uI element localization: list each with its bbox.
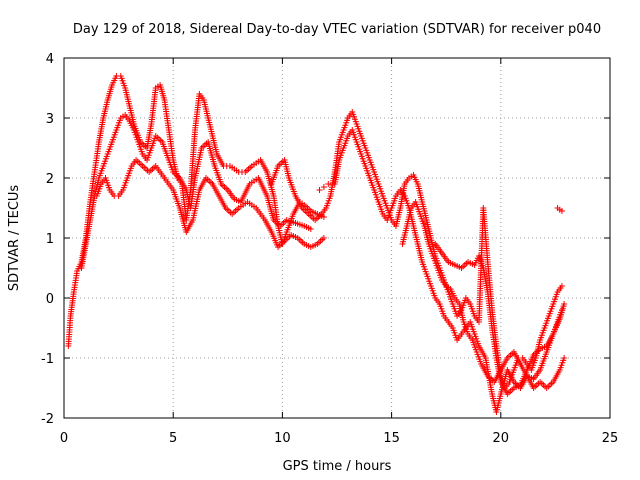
data-points: [65, 73, 568, 415]
series-track-b: [78, 112, 314, 271]
y-axis-label: SDTVAR / TECUs: [7, 185, 22, 292]
x-tick-label: 20: [493, 431, 510, 446]
y-tick-label: -2: [41, 412, 54, 427]
x-tick-label: 15: [383, 431, 400, 446]
x-tick-label: 25: [602, 431, 619, 446]
data-point: [325, 181, 332, 187]
y-tick-label: -1: [41, 352, 54, 367]
y-tick-label: 2: [46, 172, 54, 187]
data-point: [558, 307, 565, 313]
y-tick-label: 1: [46, 232, 54, 247]
x-tick-label: 10: [274, 431, 291, 446]
data-point: [558, 208, 565, 214]
data-point: [307, 226, 314, 232]
y-tick-label: 3: [46, 112, 54, 127]
y-tick-label: 4: [46, 52, 54, 67]
series-track-c: [93, 157, 327, 250]
data-point: [561, 355, 568, 361]
data-point: [320, 184, 327, 190]
axis-tick-labels: 0 5 10 15 20 25 -2 -1 0 1 2 3 4: [41, 52, 618, 446]
data-point: [320, 235, 327, 241]
series-track-a: [65, 73, 327, 349]
x-tick-label: 5: [169, 431, 177, 446]
series-isolated: [316, 181, 565, 214]
x-axis-label: GPS time / hours: [283, 459, 392, 474]
series-track-d: [268, 109, 565, 391]
chart-title: Day 129 of 2018, Sidereal Day-to-day VTE…: [73, 22, 601, 37]
data-point: [558, 283, 565, 289]
grid: [64, 58, 610, 418]
data-point: [561, 301, 568, 307]
x-tick-label: 0: [60, 431, 68, 446]
y-tick-label: 0: [46, 292, 54, 307]
axis-ticks: [63, 57, 611, 419]
data-point: [316, 187, 323, 193]
series-track-g: [432, 241, 565, 397]
